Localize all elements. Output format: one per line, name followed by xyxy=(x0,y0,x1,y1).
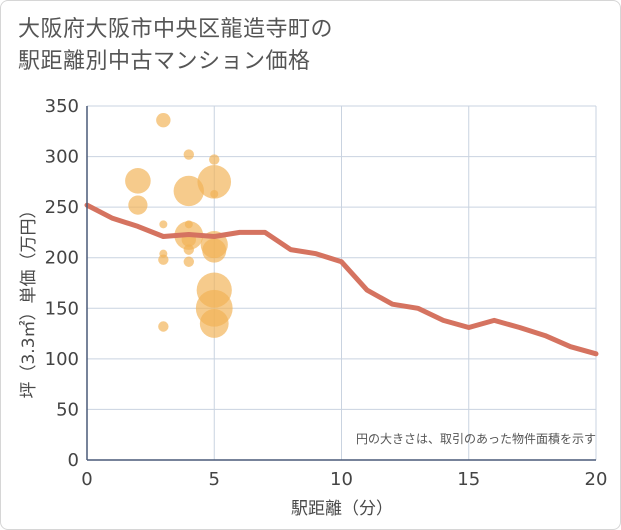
bubble-point xyxy=(183,244,194,255)
bubble-point xyxy=(210,189,219,198)
tick-layer: 0 50 100 150 200 250 300 350 0 5 10 15 20 xyxy=(45,96,608,490)
bubble-point xyxy=(158,254,169,265)
bubble-point xyxy=(183,149,194,160)
bubble-point xyxy=(202,238,227,263)
bubble-point xyxy=(183,256,194,267)
x-tick-label: 15 xyxy=(457,469,480,490)
grid-layer xyxy=(87,105,597,460)
bubble-point xyxy=(173,175,204,207)
y-tick-label: 350 xyxy=(45,96,79,117)
bubble-point xyxy=(197,165,232,199)
bubble-point xyxy=(158,321,169,332)
y-tick-label: 200 xyxy=(45,248,79,269)
average-price-line xyxy=(84,202,599,357)
y-axis-label: 坪（3.3㎡）単価（万円） xyxy=(19,201,39,398)
bubble-point xyxy=(199,309,229,338)
title-line-2: 駅距離別中古マンション価格 xyxy=(18,49,311,74)
x-tick-label: 0 xyxy=(81,469,92,490)
y-tick-label: 250 xyxy=(45,197,79,218)
bubble-size-note: 円の大きさは、取引のあった物件面積を示す xyxy=(356,431,596,446)
y-tick-label: 0 xyxy=(68,450,79,471)
bubble-point xyxy=(156,112,171,128)
title-line-1: 大阪府大阪市中央区龍造寺町の xyxy=(18,17,334,42)
x-axis-label: 駅距離（分） xyxy=(291,499,393,519)
y-tick-label: 50 xyxy=(56,399,79,420)
bubble-point xyxy=(159,220,168,229)
y-tick-label: 100 xyxy=(45,349,79,370)
x-tick-label: 20 xyxy=(585,469,608,490)
y-tick-label: 300 xyxy=(45,147,79,168)
x-tick-label: 5 xyxy=(209,469,220,490)
bubble-point xyxy=(125,168,151,194)
line-layer xyxy=(84,202,599,357)
chart-title: 大阪府大阪市中央区龍造寺町の 駅距離別中古マンション価格 xyxy=(18,14,608,78)
axis-layer xyxy=(86,106,596,461)
bubble-point xyxy=(209,154,220,165)
x-tick-label: 10 xyxy=(330,469,353,490)
y-tick-label: 150 xyxy=(45,298,79,319)
bubble-point xyxy=(128,195,148,215)
